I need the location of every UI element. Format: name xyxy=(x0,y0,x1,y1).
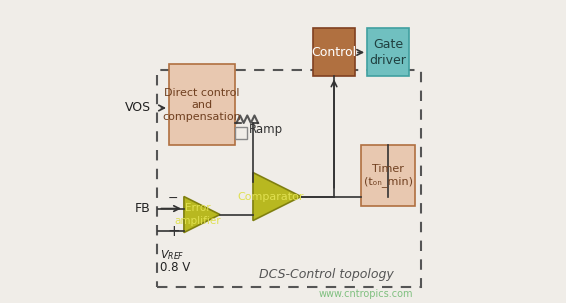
FancyBboxPatch shape xyxy=(235,128,247,139)
Text: +: + xyxy=(167,224,180,238)
Text: FB: FB xyxy=(135,202,151,215)
Text: $V_{REF}$: $V_{REF}$ xyxy=(160,248,185,262)
FancyBboxPatch shape xyxy=(169,65,235,145)
Polygon shape xyxy=(253,172,301,221)
Text: Comparator: Comparator xyxy=(238,191,305,201)
Text: −: − xyxy=(168,191,179,205)
Text: Direct control
and
compensation: Direct control and compensation xyxy=(162,88,241,122)
Text: DCS-Control topology: DCS-Control topology xyxy=(259,268,394,281)
Text: Gate
driver: Gate driver xyxy=(370,38,406,67)
Text: Error
amplifier: Error amplifier xyxy=(174,203,221,226)
FancyBboxPatch shape xyxy=(361,145,415,205)
Text: VOS: VOS xyxy=(125,102,151,115)
Polygon shape xyxy=(184,197,220,233)
FancyBboxPatch shape xyxy=(313,28,355,76)
Text: 0.8 V: 0.8 V xyxy=(160,261,190,274)
Text: Timer
(tₒₙ_min): Timer (tₒₙ_min) xyxy=(363,164,413,187)
Text: www.cntropics.com: www.cntropics.com xyxy=(319,289,414,299)
Text: Control: Control xyxy=(311,46,357,59)
Text: Ramp: Ramp xyxy=(248,123,282,136)
FancyBboxPatch shape xyxy=(367,28,409,76)
